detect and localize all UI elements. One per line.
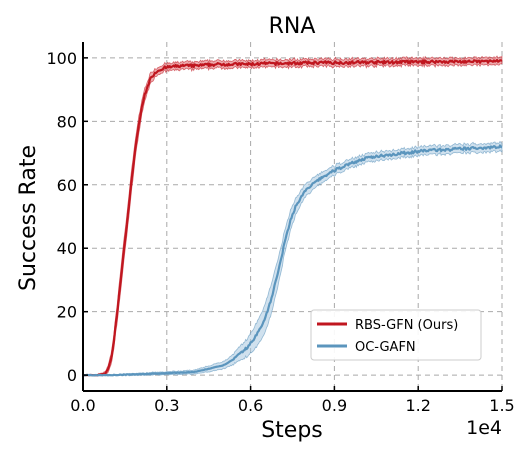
y-tick-label-3: 60 [57, 176, 77, 195]
y-axis-title: Success Rate [16, 145, 41, 291]
x-tick-label-3: 0.9 [322, 396, 347, 415]
x-tick-label-1: 0.3 [154, 396, 179, 415]
x-tick-label-4: 1.2 [405, 396, 430, 415]
y-tick-label-1: 20 [57, 303, 77, 322]
tick-labels: 0.0 0.3 0.6 0.9 1.2 1.5 0 20 40 60 80 100 [46, 49, 514, 415]
legend-box [310, 309, 482, 361]
x-tick-label-5: 1.5 [489, 396, 514, 415]
x-tick-label-2: 0.6 [238, 396, 263, 415]
grid [83, 42, 503, 391]
series-line-0 [82, 58, 503, 377]
legend-label-1: OC-GAFN [355, 340, 416, 355]
series-band-1 [82, 140, 503, 377]
series-band-0 [82, 55, 503, 377]
x-tick-label-0: 0.0 [70, 396, 95, 415]
x-axis-offset-label: 1e4 [466, 417, 502, 439]
axes [82, 42, 502, 392]
y-tick-label-4: 80 [57, 112, 77, 131]
y-tick-label-5: 100 [46, 49, 77, 68]
x-axis-title: Steps [261, 418, 323, 443]
legend-label-0: RBS-GFN (Ours) [355, 318, 458, 333]
legend: RBS-GFN (Ours) OC-GAFN [310, 309, 482, 361]
y-tick-label-2: 40 [57, 239, 77, 258]
y-tick-label-0: 0 [67, 366, 77, 385]
chart-title: RNA [269, 14, 316, 39]
confidence-bands [82, 55, 503, 377]
series-lines [82, 58, 503, 377]
series-line-1 [82, 144, 503, 377]
